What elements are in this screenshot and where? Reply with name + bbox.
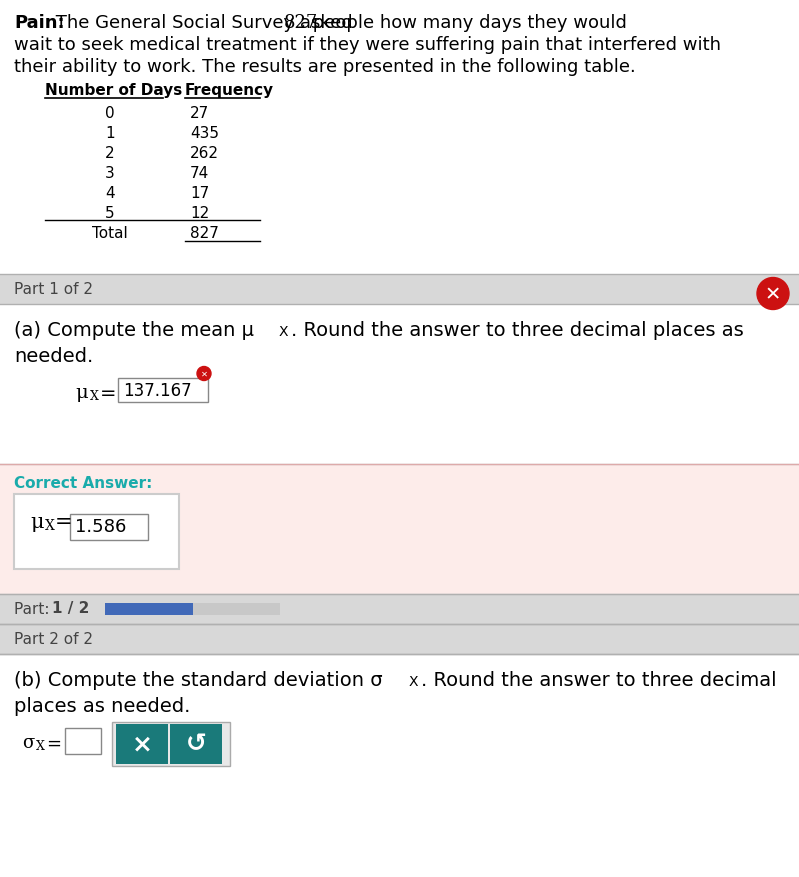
Bar: [70, 514, 148, 540]
Text: 1 / 2: 1 / 2: [52, 601, 89, 616]
Text: =: =: [100, 384, 117, 403]
Text: places as needed.: places as needed.: [14, 695, 190, 715]
Text: people how many days they would: people how many days they would: [307, 15, 627, 32]
Text: 0: 0: [105, 105, 115, 120]
Text: needed.: needed.: [14, 346, 93, 365]
Text: Frequency: Frequency: [185, 82, 274, 97]
Bar: [65, 728, 101, 753]
Text: Correct Answer:: Correct Answer:: [14, 476, 153, 491]
Text: Number of Days: Number of Days: [45, 82, 182, 97]
Text: X: X: [36, 739, 45, 752]
Bar: [170, 724, 222, 764]
Text: 1: 1: [105, 125, 115, 140]
Bar: [116, 724, 168, 764]
Text: wait to seek medical treatment if they were suffering pain that interfered with: wait to seek medical treatment if they w…: [14, 37, 721, 54]
Text: Part:: Part:: [14, 601, 54, 616]
Text: 1.586: 1.586: [75, 518, 126, 536]
Text: 74: 74: [190, 165, 209, 181]
Text: 827: 827: [284, 15, 318, 32]
Text: . Round the answer to three decimal places as: . Round the answer to three decimal plac…: [291, 320, 744, 339]
Bar: [0, 624, 799, 653]
Text: Part 2 of 2: Part 2 of 2: [14, 631, 93, 645]
Text: 12: 12: [190, 205, 209, 220]
Bar: [105, 602, 280, 615]
Text: σ: σ: [22, 734, 34, 752]
Bar: [0, 653, 799, 866]
Text: (b) Compute the standard deviation σ: (b) Compute the standard deviation σ: [14, 670, 383, 688]
Text: ×: ×: [132, 731, 153, 756]
Text: X: X: [45, 518, 55, 531]
Text: ✕: ✕: [765, 285, 781, 303]
Text: μ: μ: [75, 384, 88, 402]
Text: μ: μ: [30, 512, 43, 531]
Text: 827: 827: [190, 225, 219, 240]
Text: X: X: [279, 325, 288, 339]
Bar: [0, 304, 799, 464]
Bar: [112, 722, 230, 766]
Text: 3: 3: [105, 165, 115, 181]
Bar: [0, 464, 799, 594]
Text: 17: 17: [190, 185, 209, 200]
Bar: [105, 602, 193, 615]
Text: The General Social Survey asked: The General Social Survey asked: [50, 15, 359, 32]
Text: 262: 262: [190, 146, 219, 160]
Text: X: X: [409, 674, 419, 688]
Text: 27: 27: [190, 105, 209, 120]
Text: =: =: [55, 512, 73, 531]
Text: Total: Total: [92, 225, 128, 240]
Text: . Round the answer to three decimal: . Round the answer to three decimal: [421, 670, 777, 688]
Text: =: =: [46, 734, 61, 752]
Bar: [0, 275, 799, 304]
Text: (a) Compute the mean μ: (a) Compute the mean μ: [14, 320, 254, 339]
Text: ✕: ✕: [201, 369, 208, 379]
Circle shape: [757, 278, 789, 310]
Text: ↺: ↺: [185, 731, 206, 756]
Bar: [0, 594, 799, 624]
Text: X: X: [90, 390, 99, 403]
Text: 2: 2: [105, 146, 115, 160]
Text: Part 1 of 2: Part 1 of 2: [14, 282, 93, 296]
Text: 4: 4: [105, 185, 115, 200]
Bar: [118, 378, 208, 402]
Text: their ability to work. The results are presented in the following table.: their ability to work. The results are p…: [14, 59, 636, 76]
Text: 137.167: 137.167: [123, 382, 192, 400]
Circle shape: [197, 367, 211, 381]
Text: 435: 435: [190, 125, 219, 140]
Text: 5: 5: [105, 205, 115, 220]
Bar: [14, 494, 179, 569]
Text: Pain:: Pain:: [14, 15, 65, 32]
